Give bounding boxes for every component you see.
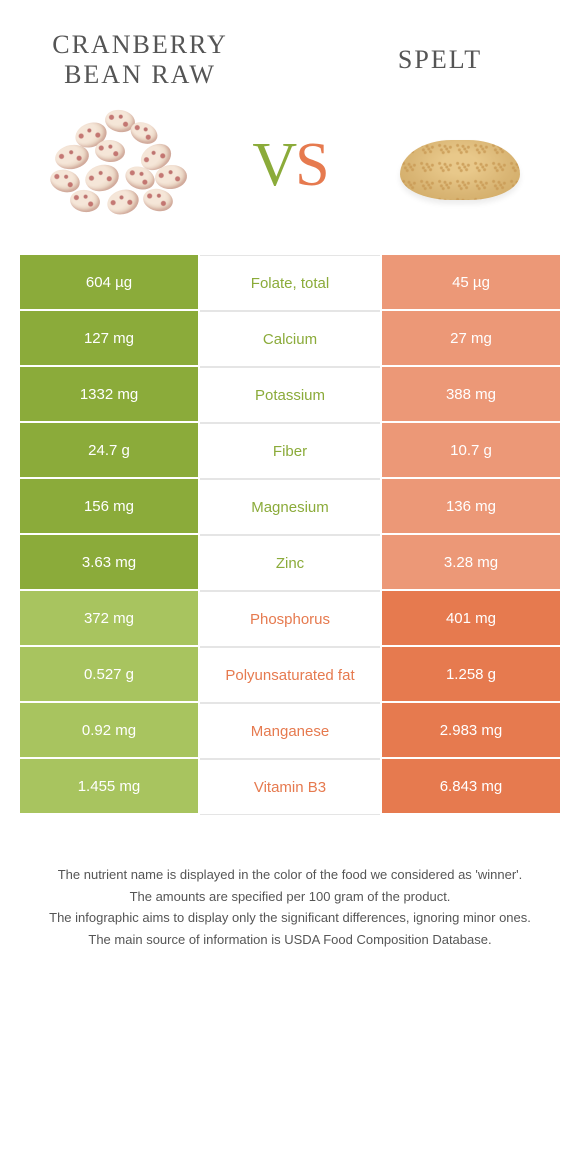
vs-v-letter: V: [252, 131, 295, 199]
right-value-cell: 6.843 mg: [380, 759, 560, 815]
table-row: 24.7 gFiber10.7 g: [20, 423, 560, 479]
footer-line-3: The infographic aims to display only the…: [30, 908, 550, 928]
right-value-cell: 27 mg: [380, 311, 560, 367]
right-value-cell: 401 mg: [380, 591, 560, 647]
footer-line-4: The main source of information is USDA F…: [30, 930, 550, 950]
right-value-cell: 136 mg: [380, 479, 560, 535]
table-row: 1332 mgPotassium388 mg: [20, 367, 560, 423]
nutrient-name-cell: Potassium: [200, 367, 380, 423]
nutrient-name-cell: Zinc: [200, 535, 380, 591]
left-value-cell: 372 mg: [20, 591, 200, 647]
right-food-title: Spelt: [340, 45, 540, 75]
right-value-cell: 388 mg: [380, 367, 560, 423]
right-value-cell: 3.28 mg: [380, 535, 560, 591]
table-row: 3.63 mgZinc3.28 mg: [20, 535, 560, 591]
left-value-cell: 604 µg: [20, 255, 200, 311]
header-row: Cranberry bean raw Spelt: [0, 0, 580, 100]
nutrient-name-cell: Phosphorus: [200, 591, 380, 647]
right-value-cell: 10.7 g: [380, 423, 560, 479]
table-row: 0.92 mgManganese2.983 mg: [20, 703, 560, 759]
left-food-image: [40, 100, 200, 230]
left-value-cell: 1332 mg: [20, 367, 200, 423]
nutrient-name-cell: Manganese: [200, 703, 380, 759]
left-food-title: Cranberry bean raw: [40, 30, 240, 90]
table-row: 156 mgMagnesium136 mg: [20, 479, 560, 535]
footer-notes: The nutrient name is displayed in the co…: [0, 815, 580, 971]
left-value-cell: 24.7 g: [20, 423, 200, 479]
nutrient-table-wrapper: 604 µgFolate, total45 µg127 mgCalcium27 …: [0, 255, 580, 815]
right-value-cell: 45 µg: [380, 255, 560, 311]
table-row: 1.455 mgVitamin B36.843 mg: [20, 759, 560, 815]
left-value-cell: 0.527 g: [20, 647, 200, 703]
right-food-image: [380, 100, 540, 230]
right-value-cell: 1.258 g: [380, 647, 560, 703]
vs-s-letter: S: [295, 131, 327, 199]
footer-line-2: The amounts are specified per 100 gram o…: [30, 887, 550, 907]
vs-label: VS: [252, 130, 327, 201]
nutrient-name-cell: Calcium: [200, 311, 380, 367]
right-value-cell: 2.983 mg: [380, 703, 560, 759]
left-value-cell: 0.92 mg: [20, 703, 200, 759]
images-row: VS: [0, 100, 580, 255]
left-value-cell: 1.455 mg: [20, 759, 200, 815]
nutrient-name-cell: Magnesium: [200, 479, 380, 535]
nutrient-name-cell: Fiber: [200, 423, 380, 479]
left-value-cell: 156 mg: [20, 479, 200, 535]
footer-line-1: The nutrient name is displayed in the co…: [30, 865, 550, 885]
nutrient-name-cell: Polyunsaturated fat: [200, 647, 380, 703]
nutrient-name-cell: Folate, total: [200, 255, 380, 311]
left-value-cell: 127 mg: [20, 311, 200, 367]
spelt-illustration: [385, 110, 535, 220]
nutrient-table: 604 µgFolate, total45 µg127 mgCalcium27 …: [20, 255, 560, 815]
table-row: 0.527 gPolyunsaturated fat1.258 g: [20, 647, 560, 703]
table-row: 127 mgCalcium27 mg: [20, 311, 560, 367]
cranberry-bean-illustration: [45, 105, 195, 225]
left-value-cell: 3.63 mg: [20, 535, 200, 591]
nutrient-name-cell: Vitamin B3: [200, 759, 380, 815]
table-row: 604 µgFolate, total45 µg: [20, 255, 560, 311]
comparison-infographic: { "header": { "left_title": "Cranberry b…: [0, 0, 580, 971]
table-row: 372 mgPhosphorus401 mg: [20, 591, 560, 647]
